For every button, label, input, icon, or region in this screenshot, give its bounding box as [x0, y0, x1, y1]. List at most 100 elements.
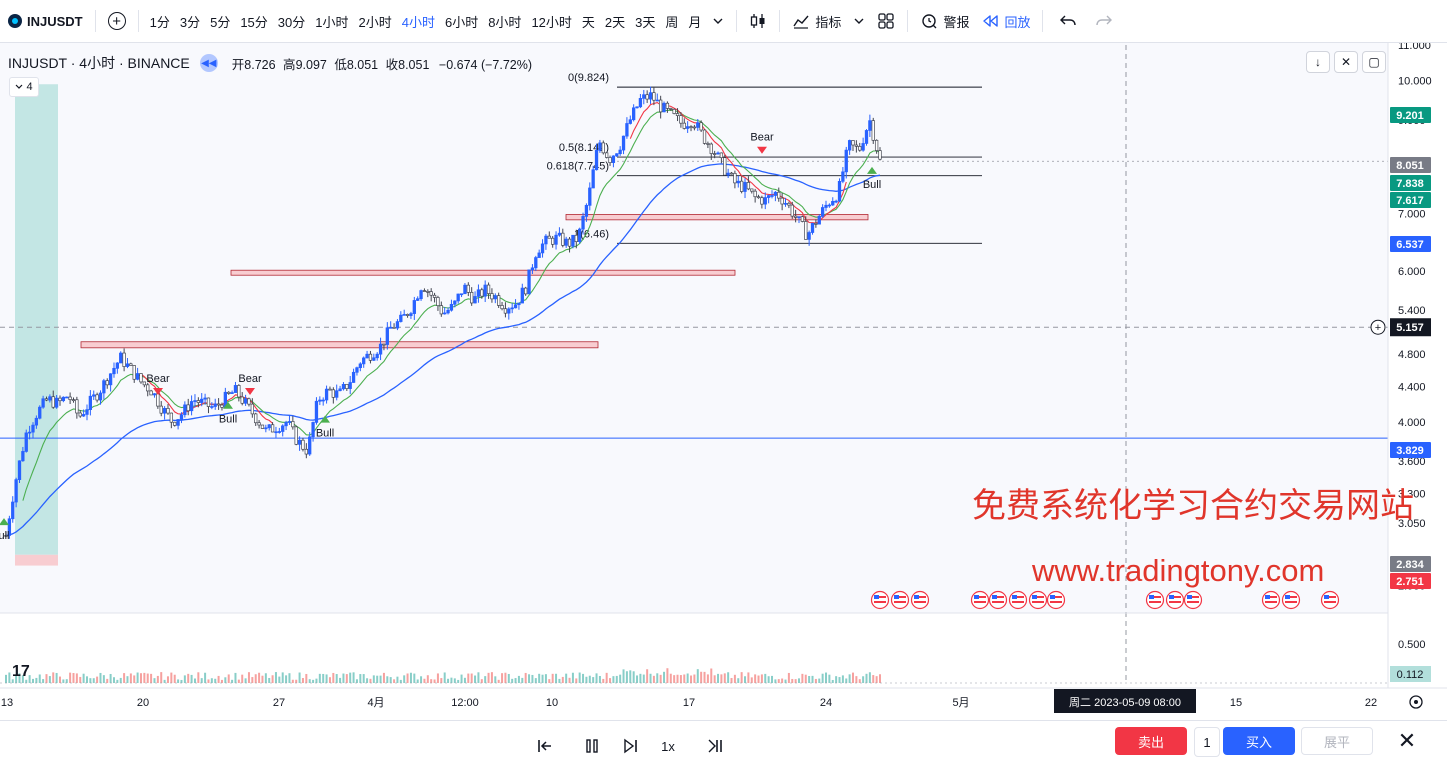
- interval-0[interactable]: 1分: [149, 14, 170, 30]
- interval-1[interactable]: 3分: [179, 14, 201, 30]
- candle-body: [193, 400, 197, 402]
- interval-11[interactable]: 天: [581, 14, 595, 30]
- volume-bar: [396, 676, 399, 683]
- price-label-3: 7.617: [1396, 195, 1424, 207]
- indicators-dropdown[interactable]: [847, 5, 871, 37]
- indicators-toggle[interactable]: 4: [9, 77, 39, 97]
- indicators-button[interactable]: 指标: [786, 5, 847, 37]
- chart-type-button[interactable]: [743, 5, 773, 37]
- jump-to-realtime-button[interactable]: [703, 734, 727, 758]
- alert-button[interactable]: 警报: [914, 5, 975, 37]
- us-event-canton: [1050, 595, 1055, 599]
- x-tick-3: 4月: [367, 697, 384, 709]
- interval-8[interactable]: 6小时: [444, 14, 479, 30]
- jump-back-button[interactable]: [533, 734, 557, 758]
- bear-signal-icon: [757, 146, 767, 154]
- volume-bar: [517, 675, 520, 683]
- volume-bar: [55, 672, 58, 683]
- us-event-stripe: [894, 596, 906, 598]
- interval-9[interactable]: 8小时: [488, 14, 522, 30]
- close-replay-button[interactable]: ✕: [1397, 728, 1417, 753]
- volume-bar: [696, 669, 699, 683]
- scroll-down-button[interactable]: ↓: [1306, 51, 1330, 73]
- interval-3[interactable]: 15分: [240, 14, 268, 30]
- us-event-stripe: [1149, 596, 1161, 598]
- quantity-field[interactable]: 1: [1194, 727, 1220, 757]
- interval-12[interactable]: 2天: [604, 14, 626, 30]
- interval-5[interactable]: 1小时: [315, 14, 349, 30]
- interval-13[interactable]: 3天: [635, 14, 656, 30]
- candle-body: [635, 106, 639, 109]
- replay-button[interactable]: 回放: [975, 5, 1036, 37]
- volume-bar: [281, 672, 284, 683]
- candle-body: [61, 396, 66, 402]
- candle-body: [584, 204, 589, 217]
- volume-bar: [271, 675, 274, 683]
- candle-body: [243, 398, 248, 404]
- volume-bar: [21, 675, 24, 683]
- candle-body: [321, 399, 325, 402]
- candle-body: [287, 421, 292, 423]
- candle-body: [41, 398, 45, 408]
- volume-bar: [798, 678, 801, 683]
- volume-bar: [838, 677, 841, 683]
- candle-body: [14, 479, 18, 503]
- chevron-down-icon: [713, 18, 723, 24]
- step-forward-button[interactable]: [618, 734, 642, 758]
- replay-mode-icon[interactable]: ◀◀: [199, 54, 218, 72]
- interval-4[interactable]: 30分: [277, 14, 306, 30]
- redo-button[interactable]: [1089, 5, 1119, 37]
- candle-body: [405, 314, 410, 316]
- price-label-2: 7.838: [1396, 178, 1424, 190]
- candle-body: [345, 383, 349, 389]
- volume-bar: [544, 674, 547, 683]
- buy-button[interactable]: 买入: [1223, 727, 1295, 755]
- candle-body: [534, 257, 538, 269]
- price-label-1: 8.051: [1396, 160, 1424, 172]
- volume-bar: [501, 673, 504, 683]
- add-symbol-icon: +: [107, 12, 126, 30]
- interval-10[interactable]: 12小时: [531, 14, 572, 30]
- volume-bar: [129, 673, 132, 683]
- volume-bar: [855, 676, 858, 683]
- volume-bar: [160, 672, 163, 683]
- candle-body: [837, 180, 842, 202]
- us-event-stripe: [1324, 601, 1336, 603]
- us-event-stripe: [1169, 596, 1181, 598]
- candle-body: [27, 431, 32, 434]
- undo-button[interactable]: [1053, 5, 1083, 37]
- interval-14[interactable]: 周: [665, 14, 679, 30]
- interval-7[interactable]: 4小时: [401, 14, 435, 30]
- candle-body: [561, 232, 565, 246]
- layouts-button[interactable]: [871, 5, 901, 37]
- interval-dropdown[interactable]: [706, 5, 730, 37]
- volume-bar: [565, 673, 568, 683]
- candle-body: [655, 99, 659, 102]
- pause-button[interactable]: [580, 734, 604, 758]
- interval-15[interactable]: 月: [688, 14, 702, 30]
- volume-bar: [379, 675, 382, 683]
- candle-body: [270, 424, 275, 433]
- candle-body: [372, 357, 376, 361]
- symbol-search[interactable]: INJUSDT: [0, 5, 89, 37]
- volume-bar: [426, 675, 429, 683]
- candle-body: [527, 269, 531, 295]
- candle-body: [773, 191, 778, 196]
- candle-body: [203, 397, 207, 400]
- candle-body: [601, 142, 605, 154]
- sell-button[interactable]: 卖出: [1115, 727, 1187, 755]
- price-chart[interactable]: 0(9.824)0.5(8.142)0.618(7.745)1(6.46) Be…: [0, 43, 1447, 720]
- flatten-button[interactable]: 展平: [1301, 727, 1373, 755]
- interval-2[interactable]: 5分: [210, 14, 231, 30]
- maximize-button[interactable]: ▢: [1362, 51, 1386, 73]
- compare-button[interactable]: +: [102, 5, 132, 37]
- volume-bar: [737, 678, 740, 683]
- candle-body: [878, 150, 882, 160]
- interval-6[interactable]: 2小时: [358, 14, 392, 30]
- us-event-icon: [970, 590, 990, 610]
- volume-bar: [865, 673, 868, 683]
- candle-body: [719, 152, 724, 159]
- candle-body: [672, 108, 676, 114]
- speed-button[interactable]: 1x: [661, 738, 675, 754]
- collapse-button[interactable]: ✕: [1334, 51, 1358, 73]
